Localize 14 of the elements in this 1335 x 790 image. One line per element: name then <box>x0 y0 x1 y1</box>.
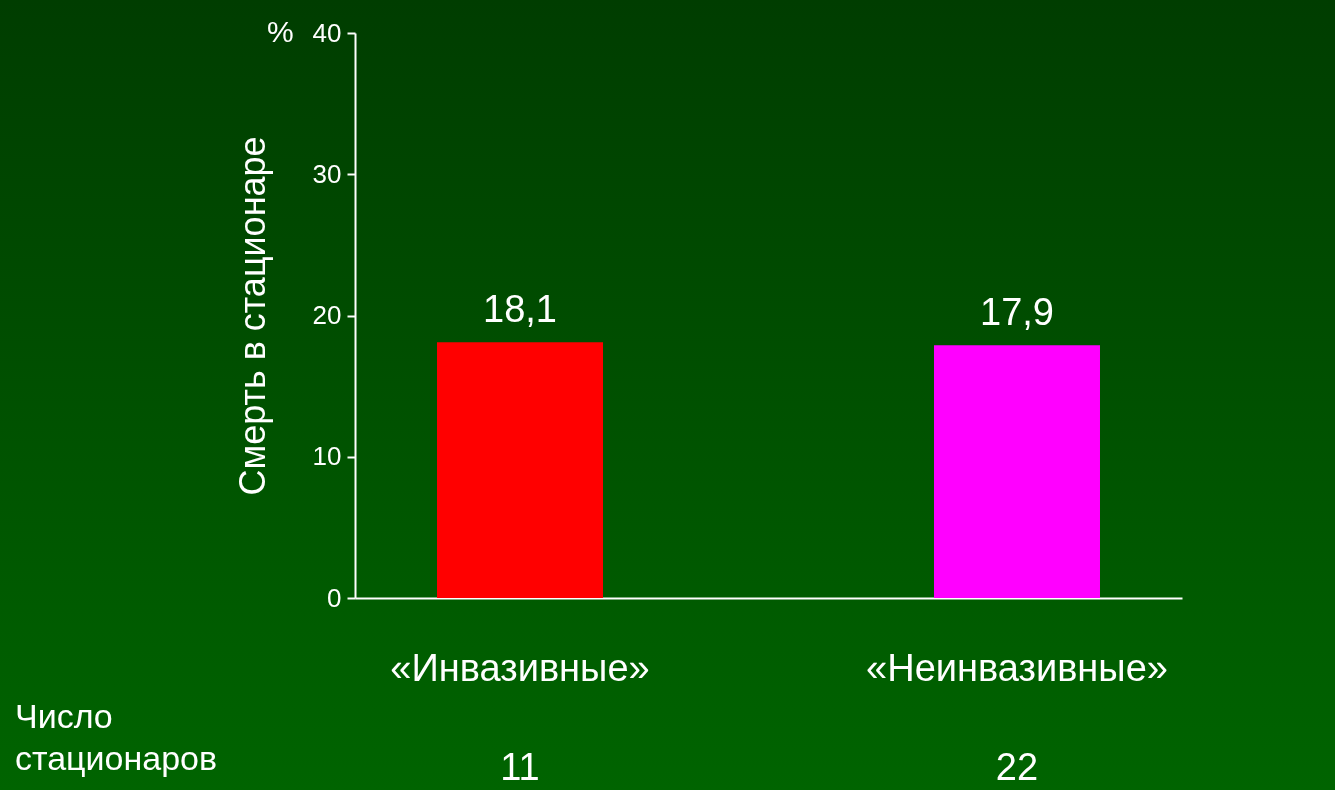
text: 22 <box>995 746 1039 788</box>
y-tick-label: 40 <box>312 17 342 48</box>
data-label: 18,1 <box>483 288 557 331</box>
y-tick-label: 20 <box>312 300 342 330</box>
text: % <box>267 15 294 48</box>
y-tick-label: 0 <box>327 582 342 613</box>
y-tick-label: 10 <box>312 441 342 472</box>
text: 11 <box>500 746 540 788</box>
y-tick-label: 30 <box>312 158 342 189</box>
x-tick-label: «Неинвазивные» <box>866 646 1168 689</box>
text: Число стационаров <box>15 697 218 777</box>
data-label: 17,9 <box>980 291 1054 334</box>
y-axis-title: Смерть в стационаре <box>231 136 273 496</box>
x-tick-label: «Инвазивные» <box>390 646 650 689</box>
